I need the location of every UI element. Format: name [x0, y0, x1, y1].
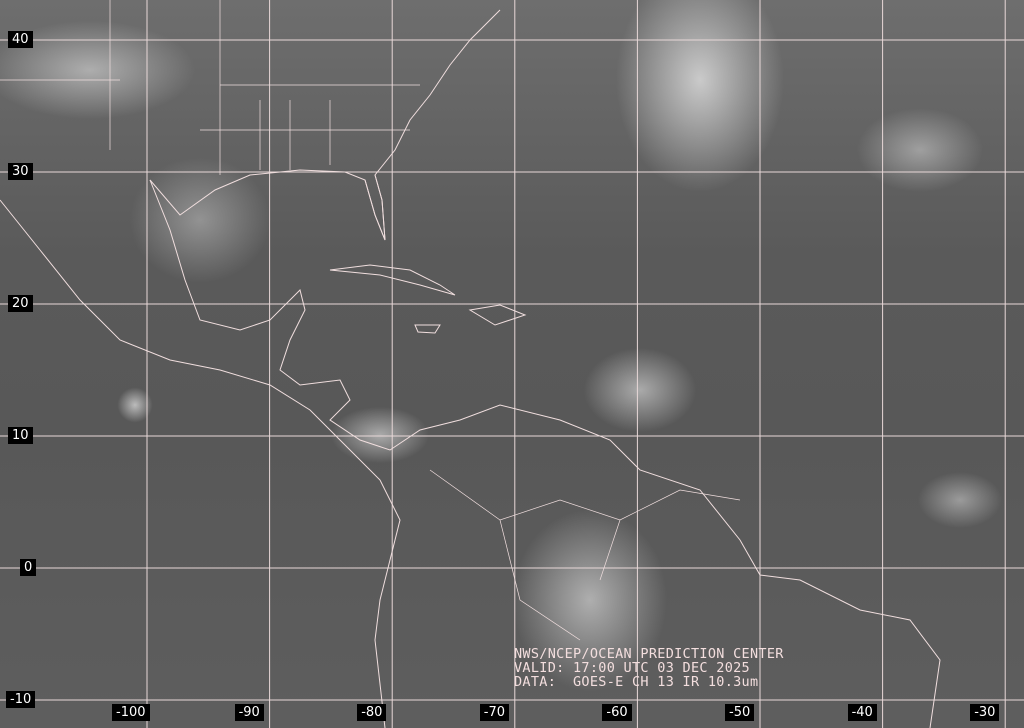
longitude-label: -80 [357, 704, 387, 721]
longitude-label: -50 [725, 704, 755, 721]
credit-line-2: VALID: 17:00 UTC 03 DEC 2025 [514, 660, 750, 676]
us-states [0, 0, 420, 175]
image-credit: NWS/NCEP/OCEAN PREDICTION CENTER VALID: 1… [514, 647, 784, 689]
mexico-coast [149, 179, 941, 728]
credit-line-1: NWS/NCEP/OCEAN PREDICTION CENTER [514, 646, 784, 662]
us-gulf-coast [149, 9, 501, 241]
latitude-label: 30 [8, 163, 33, 180]
cuba [329, 264, 456, 296]
longitude-label: -70 [479, 704, 510, 721]
florida [364, 174, 386, 241]
latitude-label: 10 [8, 427, 33, 444]
latitude-label: 40 [8, 31, 33, 48]
longitude-label: -30 [970, 704, 1000, 721]
south-america-borders [429, 469, 741, 641]
longitude-label: -100 [112, 704, 150, 721]
jamaica [414, 324, 441, 334]
longitude-label: -60 [602, 704, 632, 721]
pacific-coast [0, 199, 401, 728]
latitude-label: -10 [6, 691, 36, 708]
longitude-label: -90 [234, 704, 264, 721]
hispaniola [468, 304, 527, 326]
coastlines [0, 0, 941, 728]
longitude-label: -40 [847, 704, 877, 721]
latitude-label: 0 [20, 559, 37, 576]
credit-line-3: DATA: GOES-E CH 13 IR 10.3um [514, 674, 759, 690]
latitude-label: 20 [8, 295, 33, 312]
